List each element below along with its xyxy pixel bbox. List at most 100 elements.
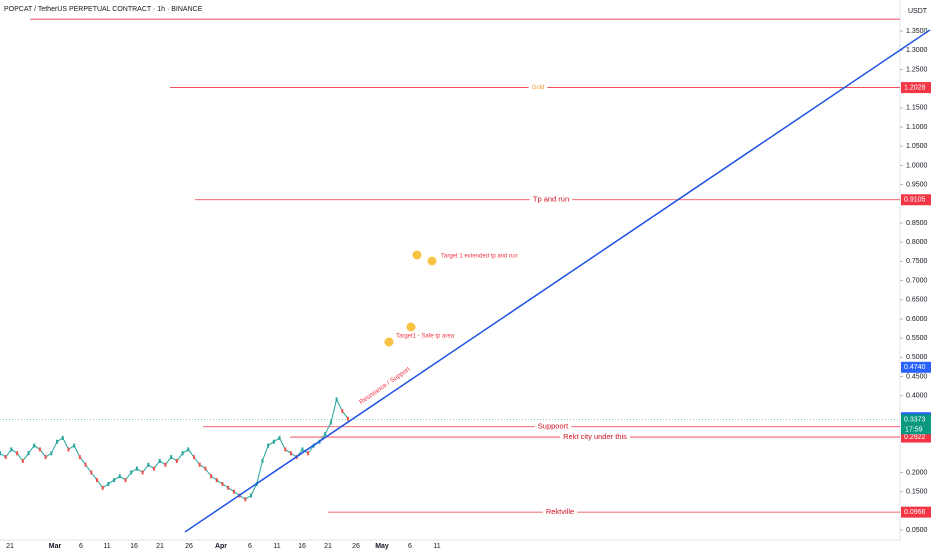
candle	[107, 481, 110, 486]
candle	[158, 458, 161, 463]
y-tick-label: 0.7000	[906, 277, 928, 284]
x-tick-label: 11	[103, 543, 110, 550]
y-tick-label: 0.4500	[906, 373, 928, 380]
candle	[289, 451, 292, 456]
candle	[335, 397, 338, 402]
candle	[232, 489, 235, 494]
level-text-bg	[542, 507, 578, 518]
candle	[130, 470, 133, 475]
candle	[198, 462, 201, 467]
candle	[78, 455, 81, 460]
candle	[44, 455, 47, 460]
emoji	[406, 322, 416, 332]
candle	[324, 432, 327, 437]
annotation: Target1 - Safe tp area	[396, 334, 455, 340]
candle	[56, 439, 59, 444]
x-tick-label: Apr	[215, 543, 227, 550]
candle	[301, 447, 304, 452]
x-tick-label: 26	[352, 543, 360, 550]
y-tick-label: 0.9500	[906, 181, 928, 188]
level-text: Rektville	[546, 507, 574, 516]
emoji	[384, 337, 394, 347]
x-tick-label: 21	[156, 543, 164, 550]
y-tick-label: 1.0000	[906, 162, 928, 169]
annotation: Target 1 extended tp and run	[441, 254, 518, 260]
price-tag	[901, 194, 931, 206]
price-tag-label: 0.4740	[904, 364, 926, 371]
countdown: 17:59	[905, 427, 923, 434]
price-tag	[901, 431, 931, 443]
candle	[101, 485, 104, 490]
candle	[341, 409, 344, 414]
candle	[227, 485, 230, 490]
candle	[261, 458, 264, 463]
level-text-bg	[534, 421, 572, 432]
candle	[250, 493, 253, 498]
x-tick-label: 16	[130, 543, 138, 550]
emoji	[427, 256, 437, 266]
candle	[210, 474, 213, 479]
price-tag-label: 0.0966	[904, 509, 926, 516]
level-text-bg	[560, 432, 630, 443]
candle	[347, 416, 349, 421]
candle	[50, 451, 53, 456]
currency: USDT	[908, 8, 928, 15]
x-tick-label: May	[375, 543, 389, 550]
price-tag-label: 0.3373	[904, 417, 926, 424]
y-tick-label: 0.0500	[906, 527, 928, 534]
candle	[284, 447, 287, 452]
x-tick-label: 26	[185, 543, 193, 550]
candle	[215, 478, 218, 483]
y-tick-label: 0.8000	[906, 239, 928, 246]
y-tick-label: 1.3000	[906, 47, 928, 54]
candle	[90, 470, 93, 475]
y-tick-label: 0.6500	[906, 297, 928, 304]
candle	[164, 462, 167, 467]
y-tick-label: 0.7500	[906, 258, 928, 265]
y-tick-label: 1.2500	[906, 66, 928, 73]
candle	[278, 435, 281, 440]
trendline	[184, 29, 931, 533]
candle	[181, 451, 184, 456]
candle	[4, 455, 7, 460]
y-tick-label: 1.3500	[906, 28, 928, 35]
candle	[175, 458, 178, 463]
price-tag	[901, 361, 931, 373]
candle	[10, 447, 13, 452]
target-icons	[384, 250, 437, 347]
candle	[244, 497, 247, 502]
candle	[272, 439, 275, 444]
price-tag-label: 0.9105	[904, 197, 926, 204]
y-tick-label: 0.8500	[906, 220, 928, 227]
price-tag	[901, 82, 931, 94]
x-tick-label: 6	[408, 543, 412, 550]
candle	[329, 420, 332, 425]
candle	[187, 447, 190, 452]
candle	[147, 462, 150, 467]
candle	[113, 478, 116, 483]
candle	[16, 451, 19, 456]
candle	[21, 458, 24, 463]
level-text: Suppoort	[538, 422, 569, 431]
y-tick-label: 0.5000	[906, 354, 928, 361]
x-tick-label: 21	[6, 543, 14, 550]
candle	[0, 451, 1, 456]
candle	[38, 447, 41, 452]
candle	[204, 466, 207, 471]
x-tick-label: 11	[433, 543, 440, 550]
y-tick-label: 1.1500	[906, 105, 928, 112]
y-tick-label: 0.4000	[906, 393, 928, 400]
x-tick-label: 11	[273, 543, 280, 550]
chart-title: POPCAT / TetherUS PERPETUAL CONTRACT · 1…	[4, 6, 203, 13]
y-tick-label: 0.1500	[906, 488, 928, 495]
candle	[33, 443, 36, 448]
candle	[124, 478, 127, 483]
price-tag-label: 0.2922	[904, 434, 926, 441]
y-tick-label: 1.1000	[906, 124, 928, 131]
candle	[307, 451, 310, 456]
price-tag-label: 1.2028	[904, 84, 926, 91]
candle	[84, 462, 87, 467]
countdown-bg	[901, 425, 931, 435]
y-tick-label: 1.0500	[906, 143, 928, 150]
